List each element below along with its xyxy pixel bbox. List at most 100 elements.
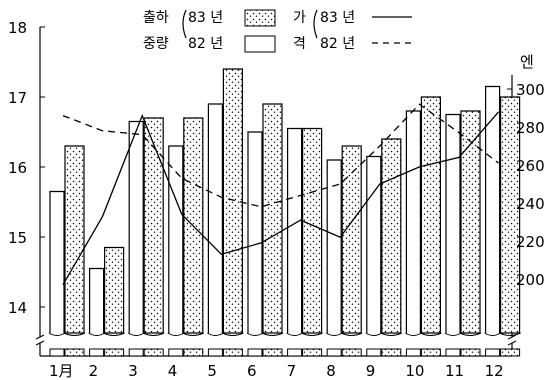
right-tick-label: 200 bbox=[516, 271, 545, 289]
bar-83-stub bbox=[341, 348, 362, 357]
left-tick-label: 15 bbox=[8, 229, 27, 247]
bar-82-stub bbox=[247, 348, 263, 357]
bar-82-break bbox=[444, 332, 462, 336]
bar-82 bbox=[128, 120, 144, 333]
bar-83 bbox=[341, 145, 362, 334]
bar-83-break bbox=[380, 332, 403, 336]
bar-82-break bbox=[207, 332, 224, 336]
legend-brace-left bbox=[182, 9, 187, 39]
bar-83 bbox=[143, 117, 164, 334]
legend-brace-right bbox=[313, 9, 318, 39]
bar-82-stub bbox=[49, 348, 65, 357]
bar-82-stub bbox=[168, 348, 184, 357]
legend-group2-label-top: 가 bbox=[293, 10, 306, 26]
left-tick-label: 14 bbox=[8, 299, 27, 317]
bar-82-stub bbox=[128, 348, 144, 357]
right-tick-label: 220 bbox=[516, 233, 545, 251]
x-tick-label: 7 bbox=[287, 362, 297, 380]
bar-83-stub bbox=[143, 348, 164, 357]
x-tick-label: 12 bbox=[485, 362, 504, 380]
bar-83-break bbox=[340, 332, 363, 336]
bar-83-stub bbox=[104, 348, 125, 357]
bar-83-break bbox=[103, 332, 125, 336]
bar-83-stub bbox=[420, 348, 441, 357]
bar-82-stub bbox=[405, 348, 421, 357]
bar-83-stub bbox=[222, 348, 243, 357]
price-line-83 bbox=[62, 111, 500, 286]
legend-group1-label-top: 출하 bbox=[143, 10, 169, 26]
price-line-82 bbox=[62, 103, 499, 208]
x-tick-label: 1月 bbox=[49, 362, 74, 380]
bar-83-stub bbox=[460, 348, 481, 357]
bar-82-break bbox=[484, 332, 501, 336]
bar-82-break bbox=[325, 332, 343, 336]
right-tick-label: 300 bbox=[516, 81, 545, 99]
x-tick-label: 10 bbox=[405, 362, 424, 380]
bar-82 bbox=[326, 159, 342, 333]
bar-83-break bbox=[63, 332, 86, 336]
bar-83-break bbox=[261, 332, 284, 336]
bar-82 bbox=[366, 155, 382, 333]
bar-83 bbox=[420, 96, 441, 334]
x-tick-label: 9 bbox=[366, 362, 376, 380]
bar-82-break bbox=[48, 332, 66, 336]
bar-83-stub bbox=[262, 348, 283, 357]
bar-82 bbox=[287, 127, 303, 333]
bar-82 bbox=[247, 131, 263, 333]
bar-83-break bbox=[420, 332, 442, 336]
bar-83-break bbox=[459, 332, 482, 336]
bar-82-break bbox=[167, 332, 185, 336]
legend-bar83-label: 83 년 bbox=[188, 10, 223, 26]
bar-83-stub bbox=[381, 348, 402, 357]
legend-bar82-label: 82 년 bbox=[188, 36, 223, 52]
bar-83 bbox=[64, 145, 85, 334]
x-tick-label: 3 bbox=[128, 362, 138, 380]
bar-82-stub bbox=[366, 348, 382, 357]
bar-83-stub bbox=[183, 348, 204, 357]
bar-83-stub bbox=[64, 348, 85, 357]
bar-83-break bbox=[182, 332, 205, 336]
bar-83 bbox=[262, 103, 283, 334]
x-tick-label: 8 bbox=[326, 362, 336, 380]
right-axis-unit-label: 엔 bbox=[520, 53, 534, 71]
bar-82-stub bbox=[485, 348, 501, 357]
bar-83 bbox=[500, 96, 521, 334]
bar-83 bbox=[302, 127, 323, 334]
tick-labels: 18 17 16 15 14 300 280 260 240 220 200 1月 2 3 4 5 6 7 8 9 10… bbox=[8, 19, 545, 380]
price-lines bbox=[62, 103, 500, 286]
bar-83-stub bbox=[302, 348, 323, 357]
bar-82-stub bbox=[207, 348, 223, 357]
legend-plain-swatch bbox=[244, 35, 276, 53]
bar-83 bbox=[460, 110, 481, 334]
legend: 출하 중량 83 년 82 년 가 격 83 년 82 년 bbox=[143, 9, 412, 53]
bar-82-break bbox=[127, 332, 145, 336]
bar-82-stub bbox=[287, 348, 303, 357]
right-tick-label: 260 bbox=[516, 157, 545, 175]
bars bbox=[48, 68, 521, 357]
legend-group1-label-bottom: 중량 bbox=[143, 36, 169, 52]
bar-82-break bbox=[286, 332, 303, 336]
x-tick-label: 4 bbox=[168, 362, 178, 380]
x-tick-label: 5 bbox=[207, 362, 217, 380]
bar-83 bbox=[222, 68, 243, 334]
bar-82-break bbox=[405, 332, 422, 336]
bar-82-stub bbox=[445, 348, 461, 357]
bar-82-stub bbox=[89, 348, 105, 357]
left-tick-label: 17 bbox=[8, 89, 27, 107]
bar-83 bbox=[381, 138, 402, 334]
legend-group2-label-bottom: 격 bbox=[293, 36, 306, 52]
bar-83 bbox=[104, 246, 125, 334]
legend-line83-label: 83 년 bbox=[320, 10, 355, 26]
bar-82-break bbox=[88, 332, 105, 336]
bar-82-break bbox=[365, 332, 383, 336]
bar-83-break bbox=[222, 332, 244, 336]
legend-dotted-swatch bbox=[244, 9, 276, 27]
x-tick-label: 2 bbox=[89, 362, 99, 380]
bar-83-stub bbox=[500, 348, 521, 357]
left-tick-label: 16 bbox=[8, 159, 27, 177]
right-tick-label: 240 bbox=[516, 195, 545, 213]
left-tick-label: 18 bbox=[8, 19, 27, 37]
legend-line82-label: 82 년 bbox=[320, 36, 355, 52]
bar-82-break bbox=[246, 332, 264, 336]
